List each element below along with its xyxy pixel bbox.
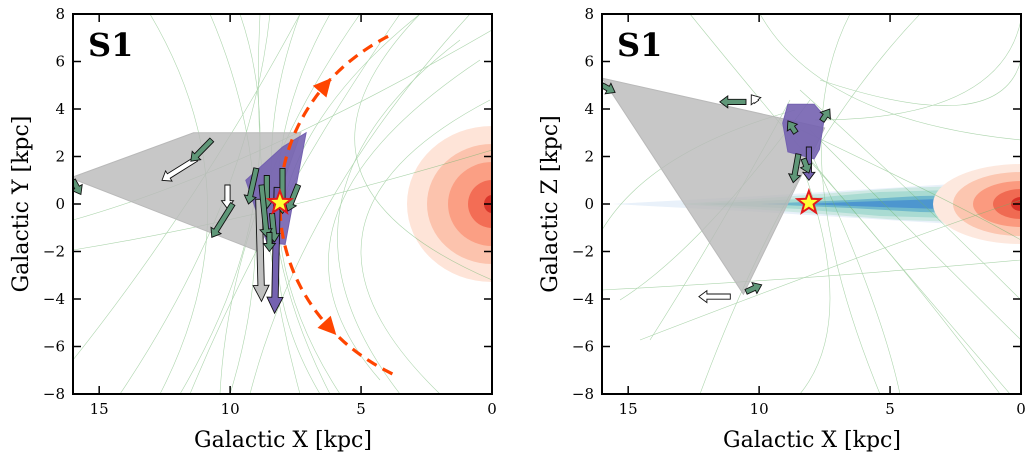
velocity-arrow: [210, 201, 236, 238]
shaded-regions: [602, 77, 826, 296]
velocity-arrow: [786, 120, 799, 135]
sun-marker: [794, 187, 824, 215]
plot-area: [602, 14, 1021, 394]
panel-label: S1: [617, 26, 662, 64]
y-tick-label: −2: [43, 243, 65, 261]
x-axis-label: Galactic X [kpc]: [723, 428, 901, 453]
region-purple: [782, 103, 826, 160]
y-tick-label: 4: [584, 100, 594, 118]
y-axis-label: Galactic Z [kpc]: [538, 115, 563, 293]
panel-xy: 15 10 5 0 8 6 4 2 0 −2 −4 −6 −8 S1 Galactic X [kpc]…: [9, 5, 497, 453]
x-tick-label: 15: [90, 400, 109, 418]
y-tick-label: 8: [584, 5, 594, 23]
y-tick-label: 0: [55, 195, 65, 213]
y-tick-label: −8: [43, 385, 65, 403]
y-ticks: 8 6 4 2 0 −2 −4 −6 −8: [43, 5, 492, 403]
x-axis-label: Galactic X [kpc]: [194, 428, 372, 453]
velocity-arrow: [161, 156, 199, 182]
x-tick-label: 5: [885, 400, 895, 418]
panel-label: S1: [88, 26, 133, 64]
y-tick-label: −4: [43, 290, 65, 308]
velocity-arrow: [73, 178, 83, 196]
y-tick-label: −6: [572, 338, 594, 356]
velocity-arrow: [802, 146, 816, 182]
velocity-arrow: [243, 167, 260, 205]
velocity-arrow: [819, 108, 831, 123]
orbit-direction-arrows: [312, 78, 337, 335]
velocity-arrow: [799, 157, 813, 174]
velocity-arrows: [602, 82, 831, 304]
orbit-direction-arrow: [312, 78, 332, 98]
y-tick-label: 0: [584, 195, 594, 213]
y-tick-label: 6: [55, 53, 65, 71]
velocity-arrows: [73, 137, 302, 315]
y-tick-label: −8: [572, 385, 594, 403]
velocity-arrow: [602, 82, 616, 95]
x-ticks: 15 10 5 0: [90, 14, 497, 418]
galactic-center-bulge: [407, 126, 492, 282]
region-grey: [602, 77, 826, 296]
velocity-arrow: [744, 281, 763, 295]
orbit-direction-arrow: [317, 315, 337, 335]
x-tick-label: 15: [619, 400, 638, 418]
plot-area: [73, 14, 492, 394]
velocity-arrow: [719, 95, 747, 109]
velocity-arrow: [698, 289, 731, 304]
region-grey: [73, 132, 302, 253]
panel-xz: 15 10 5 0 8 6 4 2 0 −2 −4 −6 −8 S1 Galactic X [kpc]…: [538, 5, 1026, 453]
velocity-arrow: [787, 153, 802, 184]
x-tick-label: 10: [750, 400, 769, 418]
x-tick-label: 0: [487, 400, 497, 418]
x-tick-label: 5: [356, 400, 366, 418]
y-tick-label: 6: [584, 53, 594, 71]
y-tick-label: −2: [572, 243, 594, 261]
galactic-center-bulge: [933, 164, 1021, 244]
velocity-arrow: [750, 94, 762, 106]
y-tick-label: 2: [584, 148, 594, 166]
y-ticks: 8 6 4 2 0 −2 −4 −6 −8: [572, 5, 1021, 403]
y-tick-label: −6: [43, 338, 65, 356]
y-tick-label: 8: [55, 5, 65, 23]
y-tick-label: 4: [55, 100, 65, 118]
x-ticks: 15 10 5 0: [619, 14, 1026, 418]
y-tick-label: 2: [55, 148, 65, 166]
y-axis-label: Galactic Y [kpc]: [9, 116, 34, 293]
x-tick-label: 0: [1016, 400, 1026, 418]
x-tick-label: 10: [221, 400, 240, 418]
y-tick-label: −4: [572, 290, 594, 308]
sun-marker: [265, 187, 295, 215]
velocity-arrow: [262, 232, 277, 253]
velocity-arrow: [190, 137, 215, 162]
